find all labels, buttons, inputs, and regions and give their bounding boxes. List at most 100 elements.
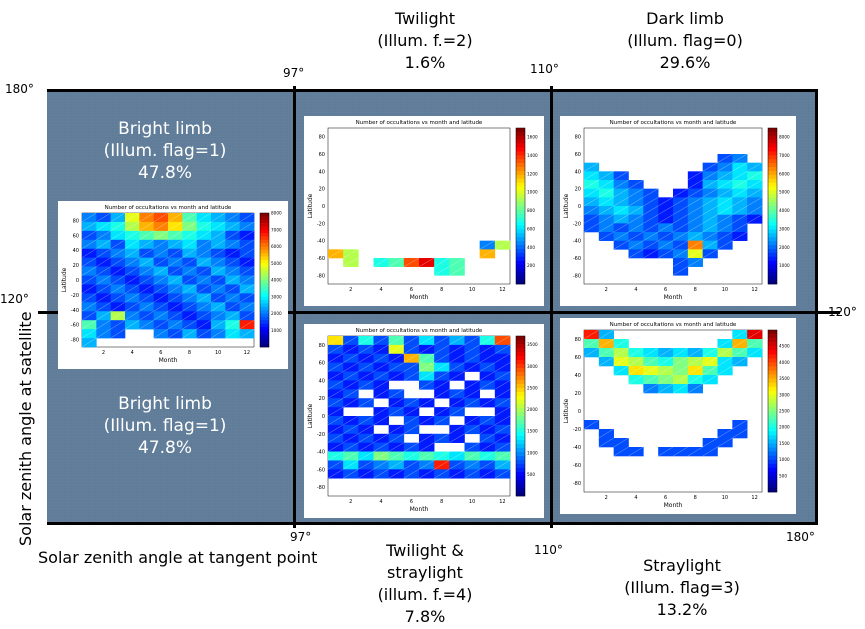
colorbar-segment [768,159,777,164]
heatmap-cell [225,248,240,258]
colorbar-segment [768,182,777,187]
heatmap-cell [702,366,718,376]
colorbar-segment [260,226,269,231]
colorbar-segment [260,269,269,274]
cell-edge [343,424,359,434]
x-tick-label: 6 [410,499,413,505]
cell-edge [702,347,718,358]
heatmap-cell [239,275,255,285]
colorbar-tick-label: 3500 [527,342,538,347]
cell-edge [139,230,154,240]
heatmap-bright-limb: Number of occultations vs month and lati… [58,201,288,369]
cell-edge [418,415,435,426]
colorbar-tick-label: 2000 [779,245,790,250]
heatmap-cell [82,329,97,339]
colorbar-segment [260,333,269,338]
heatmap-cell [643,188,659,198]
cell-edge [343,380,359,390]
cell-edge [182,275,197,285]
cell-edge [479,240,495,250]
heatmap-cell [747,180,763,189]
border-bottom [47,522,818,525]
cell-edge [196,275,212,285]
colorbar-segment [768,382,777,387]
cell-edge [732,338,748,349]
cell-edge [464,460,480,470]
colorbar-segment [768,374,777,379]
colorbar-segment [516,190,525,195]
heatmap-cell [139,248,154,258]
heatmap-cell [658,232,674,241]
cell-edge [358,424,374,434]
heatmap-cell [449,389,465,399]
cell-edge [182,230,197,240]
colorbar-segment [516,444,525,449]
heatmap-cell [110,221,126,232]
heatmap-cell [673,214,689,224]
heatmap-cell [110,230,126,241]
heatmap-cell [628,214,644,224]
heatmap-cell [732,232,748,241]
colorbar-segment [768,225,777,230]
heatmap-cell [403,344,420,355]
cell-edge [628,223,644,233]
heatmap-cell [687,357,703,367]
heatmap-cell [211,248,226,258]
cell-edge [702,223,718,233]
heatmap-cell [628,357,644,367]
heatmap-cell [628,206,644,215]
cell-edge [196,221,212,232]
cell-edge [464,415,480,426]
cell-edge [717,428,733,439]
x-tick-label: 12 [499,287,505,293]
colorbar-segment [516,155,525,160]
cell-edge [672,249,688,259]
heatmap-cell [110,266,126,276]
twilight-flag: (Illum. f.=2) [377,31,473,50]
cell-edge [464,398,480,408]
heatmap-cell [449,258,465,267]
cell-edge [210,293,226,303]
cell-edge [494,240,511,250]
heatmap-cell [434,371,450,381]
cell-edge [239,248,255,258]
cell-edge [327,406,344,417]
cell-edge [196,302,212,312]
cell-edge [434,371,450,381]
heatmap-cell [717,197,733,207]
heatmap-cell [225,329,240,339]
cell-edge [672,266,688,276]
cell-edge [182,302,197,312]
heatmap-cell [598,357,614,367]
heatmap-cell [687,214,703,224]
cell-edge [434,406,450,417]
heatmap-cell [225,266,240,276]
colorbar-segment [260,300,269,304]
cell-edge [153,320,169,330]
cell-edge [687,365,703,376]
heatmap-cell [584,206,600,215]
heatmap-cell [168,284,183,294]
heatmap-cell [211,302,226,312]
cell-edge [153,221,169,232]
heatmap-cell [732,180,748,189]
heatmap-cell [702,240,718,250]
heatmap-cell [153,257,169,267]
colorbar-segment [768,451,777,456]
heatmap-cell [747,348,763,358]
heatmap-cell [464,442,480,452]
colorbar-segment [260,229,269,234]
heatmap-cell [643,232,659,241]
x-tick-label: 2 [605,287,608,293]
cell-edge [96,328,111,339]
cell-edge [418,433,435,443]
heatmap-cell [643,249,659,259]
colorbar-tick-label: 2000 [779,425,790,430]
heatmap-cell [717,180,733,189]
heatmap-cell [419,398,435,408]
cell-edge [139,212,154,223]
bright-limb-bottom-flag: (Illum. flag=1) [103,416,227,436]
colorbar-segment [768,427,777,432]
cell-edge [225,239,240,249]
cell-edge [81,284,97,294]
